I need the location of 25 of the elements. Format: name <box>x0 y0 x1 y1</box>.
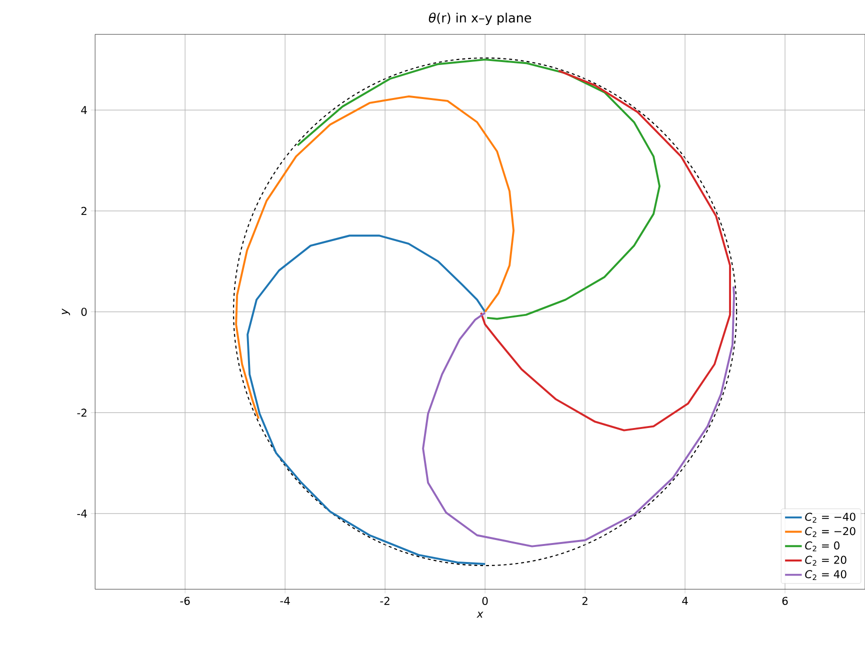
line-series <box>296 58 661 320</box>
legend-label: C$_{2}$ = −20 <box>805 527 856 537</box>
line-series <box>246 234 486 565</box>
y-axis-title: y <box>62 308 70 316</box>
x-tick-label: -4 <box>280 596 290 605</box>
y-tick-label: 0 <box>81 308 87 316</box>
y-tick-label: -4 <box>77 510 87 518</box>
line-series <box>235 95 515 420</box>
legend-label: C$_{2}$ = 40 <box>805 570 846 580</box>
x-axis-title: x <box>476 612 484 618</box>
legend-label: C$_{2}$ = −40 <box>805 512 856 523</box>
chart-title: θ(r) in x–y plane <box>428 12 532 25</box>
x-tick-label: -2 <box>380 596 390 605</box>
line-series <box>480 70 732 432</box>
x-tick-label: -6 <box>180 596 190 605</box>
legend-label: C$_{2}$ = 0 <box>805 541 840 552</box>
x-tick-label: 2 <box>582 596 588 605</box>
y-tick-label: 4 <box>81 106 87 114</box>
x-tick-label: 4 <box>682 596 688 605</box>
x-tick-label: 0 <box>482 596 488 605</box>
line-series <box>422 286 736 548</box>
y-tick-label: -2 <box>77 408 86 417</box>
x-tick-label: 6 <box>782 596 788 605</box>
y-tick-label: 2 <box>81 206 86 215</box>
legend-label: C$_{2}$ = 20 <box>805 556 846 566</box>
